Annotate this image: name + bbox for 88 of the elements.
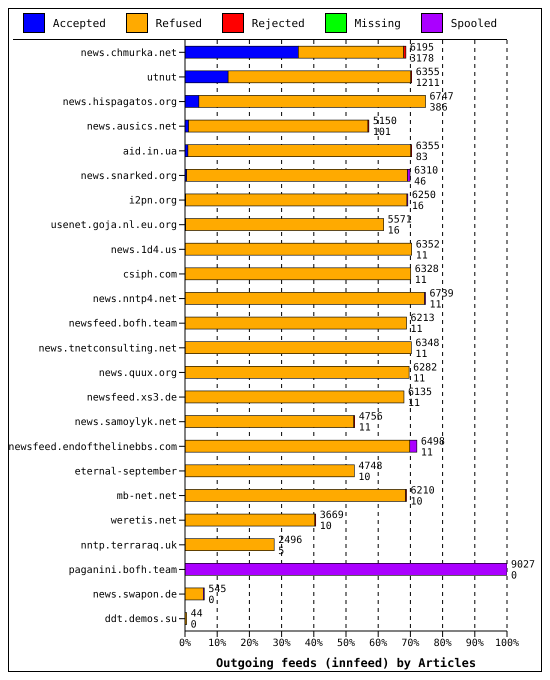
annotation: 6739	[430, 288, 454, 300]
annotation: 1211	[416, 78, 440, 89]
x-tick-label: 80%	[434, 638, 452, 650]
annotation: 11	[415, 348, 428, 360]
annotation: 11	[420, 447, 433, 458]
annotation: 3178	[410, 53, 434, 64]
y-tick-label: newsfeed.xs3.de	[86, 392, 177, 404]
annotation: 0	[208, 595, 214, 606]
y-tick-label: csiph.com	[122, 269, 177, 280]
y-tick-label: news.hispagatos.org	[62, 97, 177, 108]
y-tick-label: eternal-september	[74, 466, 177, 478]
annotation: 101	[372, 127, 391, 138]
legend-label: Spooled	[450, 16, 498, 30]
annotation: 83	[416, 152, 428, 163]
annotation: 46	[414, 176, 426, 188]
annotation: 6747	[430, 92, 454, 103]
annotation: 545	[208, 584, 226, 596]
y-tick-label: news.ausics.net	[86, 122, 177, 133]
x-axis-title: Outgoing feeds (innfeed) by Articles	[216, 656, 476, 670]
y-tick-label: newsfeed.endofthelinebbs.com	[8, 442, 177, 453]
annotation: 6282	[413, 362, 438, 374]
annotation: 2496	[278, 534, 302, 546]
annotation: 5150	[372, 116, 397, 128]
y-tick-label: aid.in.ua	[122, 146, 177, 158]
annotation: 6310	[414, 165, 438, 176]
y-tick-label: news.tnetconsulting.net	[38, 343, 177, 354]
annotation: 5571	[388, 214, 412, 226]
x-tick-label: 30%	[272, 638, 291, 650]
y-tick-label: mb-net.net	[116, 491, 177, 502]
annotation: 6210	[410, 486, 435, 497]
annotation: 4756	[358, 412, 383, 423]
x-tick-label: 10%	[208, 638, 226, 650]
y-tick-label: news.snarked.org	[80, 170, 177, 182]
x-tick-label: 50%	[336, 638, 356, 650]
x-tick-label: 20%	[240, 638, 258, 650]
annotation: 0	[511, 570, 518, 582]
annotation: 11	[358, 422, 371, 434]
y-tick-label: i2pn.org	[128, 196, 177, 207]
annotation: 11	[430, 300, 442, 311]
annotation: 11	[408, 398, 420, 410]
annotation: 6328	[414, 264, 439, 275]
x-tick-label: 90%	[466, 638, 484, 650]
x-tick-label: 100%	[494, 638, 520, 650]
annotation: 16	[412, 201, 424, 212]
y-tick-label: news.samoylyk.net	[74, 417, 177, 428]
legend-label: Accepted	[52, 16, 106, 30]
y-tick-label: news.nntp4.net	[92, 294, 177, 306]
annotation: 6195	[410, 42, 434, 54]
y-tick-label: ddt.demos.su	[104, 614, 177, 626]
x-tick-label: 70%	[401, 638, 420, 650]
y-tick-label: news.swapon.de	[92, 590, 177, 601]
annotation: 6352	[416, 239, 440, 250]
annotation: 0	[190, 620, 197, 631]
annotation: 9027	[511, 559, 536, 570]
annotation: 11	[410, 324, 423, 336]
y-tick-label: utnut	[146, 72, 177, 84]
y-tick-label: usenet.goja.nl.eu.org	[50, 220, 177, 232]
annotation: 11	[413, 373, 426, 384]
annotation: 11	[416, 250, 428, 262]
y-tick-label: newsfeed.bofh.team	[68, 318, 177, 330]
annotation: 10	[320, 521, 332, 532]
x-tick-label: 60%	[369, 638, 388, 650]
annotation: 16	[388, 226, 400, 237]
annotation: 44	[190, 608, 203, 620]
y-tick-label: paganini.bofh.team	[68, 564, 177, 576]
y-tick-label: news.1d4.us	[110, 244, 177, 256]
legend-label: Missing	[354, 16, 401, 30]
annotation: 6213	[410, 313, 435, 324]
annotation: 6355	[416, 66, 440, 78]
annotation: 6355	[416, 140, 440, 152]
x-tick-label: 40%	[304, 638, 323, 650]
x-tick-label: 0%	[178, 638, 192, 650]
y-tick-label: nntp.terraraq.uk	[80, 540, 177, 552]
annotation: 10	[410, 496, 423, 508]
y-tick-label: weretis.net	[110, 516, 177, 527]
y-tick-label: news.chmurka.net	[80, 48, 177, 59]
annotation: 10	[358, 472, 370, 483]
annotation: 6250	[412, 190, 436, 202]
y-tick-label: news.quux.org	[98, 368, 177, 379]
annotation: 6498	[420, 436, 445, 448]
annotation: 3669	[320, 510, 344, 522]
annotation: 6135	[408, 387, 432, 398]
annotation: 4748	[358, 460, 382, 472]
legend-label: Rejected	[252, 16, 305, 30]
annotation: 6348	[415, 338, 440, 349]
annotation: 386	[430, 102, 448, 114]
legend-label: Refused	[156, 16, 202, 30]
annotation: 11	[414, 274, 427, 286]
